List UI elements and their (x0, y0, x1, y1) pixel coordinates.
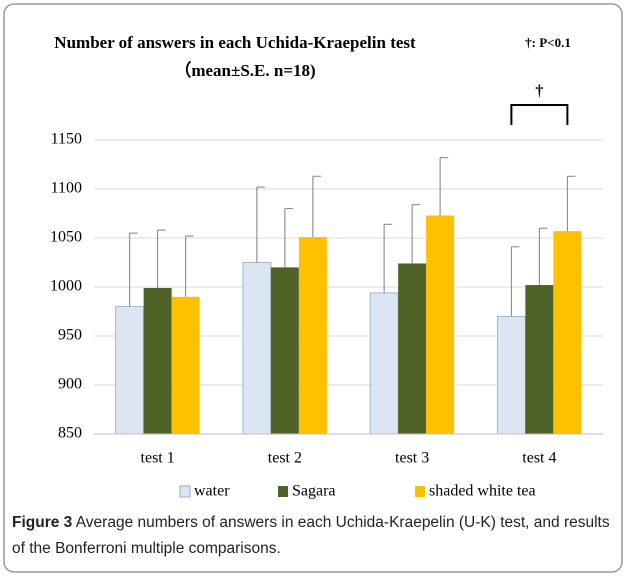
y-tick-label: 1000 (50, 278, 82, 295)
bar (398, 263, 427, 434)
caption: Figure 3 Average numbers of answers in e… (12, 510, 617, 562)
significance-note: †: P<0.1 (525, 35, 571, 50)
bar (496, 315, 526, 435)
bar (426, 215, 455, 434)
x-tick-label: test 2 (268, 450, 302, 467)
x-tick-label: test 3 (395, 450, 429, 467)
bar (298, 237, 327, 434)
legend-swatch (278, 486, 288, 497)
bar (270, 267, 299, 434)
caption-label: Figure 3 (12, 514, 73, 531)
chart-title: Number of answers in each Uchida-Kraepel… (54, 33, 416, 52)
bar (369, 292, 399, 435)
legend-label: water (194, 483, 230, 500)
y-tick-label: 950 (58, 327, 82, 344)
legend-swatch (179, 485, 191, 498)
caption-text: Average numbers of answers in each Uchid… (12, 514, 610, 557)
bar (115, 306, 145, 435)
chart-subtitle: （mean±S.E. n=18) (174, 60, 315, 80)
bar (553, 231, 582, 434)
bar (143, 287, 172, 434)
annotation: † (535, 83, 543, 100)
legend-swatch (415, 486, 425, 497)
x-tick-label: test 4 (522, 450, 556, 467)
legend-label: Sagara (292, 483, 336, 500)
bar (171, 296, 200, 434)
x-tick-label: test 1 (141, 450, 175, 467)
significance-bracket (510, 104, 569, 125)
caption-box: Figure 3 Average numbers of answers in e… (12, 510, 617, 562)
y-tick-label: 1150 (51, 131, 82, 148)
bar (525, 285, 554, 434)
y-tick-label: 1100 (51, 180, 82, 197)
y-tick-label: 1050 (50, 229, 82, 246)
y-tick-label: 900 (58, 376, 82, 393)
bar (242, 262, 272, 435)
legend-label: shaded white tea (429, 483, 536, 500)
y-tick-label: 850 (58, 425, 82, 442)
